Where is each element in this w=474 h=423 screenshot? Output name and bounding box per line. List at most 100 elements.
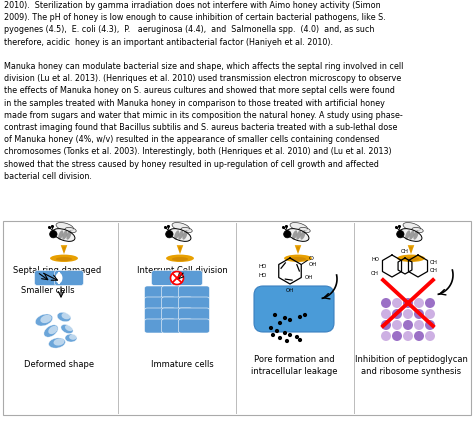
Ellipse shape [400,229,422,242]
Ellipse shape [301,231,305,240]
Ellipse shape [172,257,188,261]
Circle shape [414,331,424,341]
FancyBboxPatch shape [172,270,202,286]
Polygon shape [178,247,182,253]
Ellipse shape [65,228,76,233]
Text: pyogenes (4.5),  E. coli (4.3),  P.   aeruginosa (4.4),  and  Salmonella spp.  (: pyogenes (4.5), E. coli (4.3), P. aerugi… [4,25,374,34]
Ellipse shape [299,228,310,233]
Ellipse shape [292,231,297,240]
Ellipse shape [57,312,71,322]
Ellipse shape [62,313,71,319]
Polygon shape [63,247,65,253]
FancyBboxPatch shape [162,297,192,311]
Circle shape [286,340,288,342]
Ellipse shape [284,255,312,262]
Circle shape [273,313,276,316]
Circle shape [275,330,278,332]
Polygon shape [61,245,67,254]
Polygon shape [410,247,413,253]
Ellipse shape [36,314,53,326]
FancyBboxPatch shape [35,270,64,286]
Text: the effects of Manuka honey on S. aureus cultures and showed that more septal ce: the effects of Manuka honey on S. aureus… [4,86,395,96]
Text: Septal ring damaged: Septal ring damaged [13,266,101,275]
Polygon shape [408,245,414,254]
Polygon shape [295,245,301,254]
Ellipse shape [48,326,58,334]
FancyBboxPatch shape [179,286,210,300]
Ellipse shape [290,257,306,261]
Circle shape [392,298,402,308]
Ellipse shape [182,231,188,240]
Ellipse shape [56,222,73,231]
Ellipse shape [173,272,181,283]
Ellipse shape [62,231,67,240]
Polygon shape [177,245,183,254]
Text: in the samples treated with Manuka honey in comparison to those treated with art: in the samples treated with Manuka honey… [4,99,385,107]
Ellipse shape [165,231,173,238]
Circle shape [403,320,413,330]
FancyBboxPatch shape [179,297,210,311]
Circle shape [279,321,282,324]
Text: bacterial cell division.: bacterial cell division. [4,172,92,181]
Text: HO: HO [371,256,379,261]
Text: OH: OH [401,249,409,254]
Circle shape [425,320,435,330]
Text: of Manuka honey (4%, w/v) resulted in the appearance of smaller cells containing: of Manuka honey (4%, w/v) resulted in th… [4,135,379,144]
Ellipse shape [287,229,309,242]
Circle shape [392,309,402,319]
Circle shape [403,331,413,341]
Text: Immature cells: Immature cells [151,360,213,369]
Circle shape [304,313,306,316]
Text: showed that the stress caused by honey resulted in up-regulation of cell growth : showed that the stress caused by honey r… [4,159,379,169]
Ellipse shape [58,231,63,240]
Ellipse shape [290,222,308,231]
Polygon shape [296,247,300,253]
Text: Pore formation and
intracellular leakage: Pore formation and intracellular leakage [251,355,337,376]
Ellipse shape [413,231,419,240]
Circle shape [283,332,286,335]
Ellipse shape [166,255,194,262]
Ellipse shape [61,324,73,334]
FancyBboxPatch shape [145,319,175,333]
Ellipse shape [174,231,179,240]
Circle shape [279,337,282,339]
Text: made from sugars and water that mimic in its composition the natural honey. A st: made from sugars and water that mimic in… [4,111,403,120]
FancyBboxPatch shape [145,297,175,311]
Ellipse shape [66,231,72,240]
Ellipse shape [69,334,77,340]
Circle shape [414,309,424,319]
Ellipse shape [44,325,58,337]
Text: division (Lu et al. 2013). (Henriques et al. 2010) used transmission electron mi: division (Lu et al. 2013). (Henriques et… [4,74,401,83]
Circle shape [381,298,391,308]
Text: OH: OH [430,259,438,264]
Ellipse shape [403,222,420,231]
Text: Interrupt Cell division: Interrupt Cell division [137,266,228,275]
Circle shape [403,298,413,308]
Circle shape [414,298,424,308]
Ellipse shape [56,257,72,261]
Ellipse shape [181,228,192,233]
Text: OH: OH [305,275,313,280]
Circle shape [381,309,391,319]
Ellipse shape [48,338,65,348]
Circle shape [296,335,299,338]
FancyBboxPatch shape [254,286,334,332]
FancyBboxPatch shape [162,319,192,333]
Circle shape [289,334,292,336]
Circle shape [425,309,435,319]
Text: OH: OH [371,270,379,275]
Circle shape [270,327,273,330]
Ellipse shape [403,257,419,261]
Ellipse shape [169,229,191,242]
Ellipse shape [178,231,183,240]
FancyBboxPatch shape [145,286,175,300]
FancyBboxPatch shape [145,308,175,322]
Ellipse shape [397,231,404,238]
FancyBboxPatch shape [152,270,182,286]
Circle shape [272,334,274,336]
Ellipse shape [409,231,414,240]
Circle shape [392,320,402,330]
Text: contrast imaging found that Bacillus subtilis and S. aureus bacteria treated wit: contrast imaging found that Bacillus sub… [4,123,397,132]
FancyBboxPatch shape [162,308,192,322]
Circle shape [381,320,391,330]
